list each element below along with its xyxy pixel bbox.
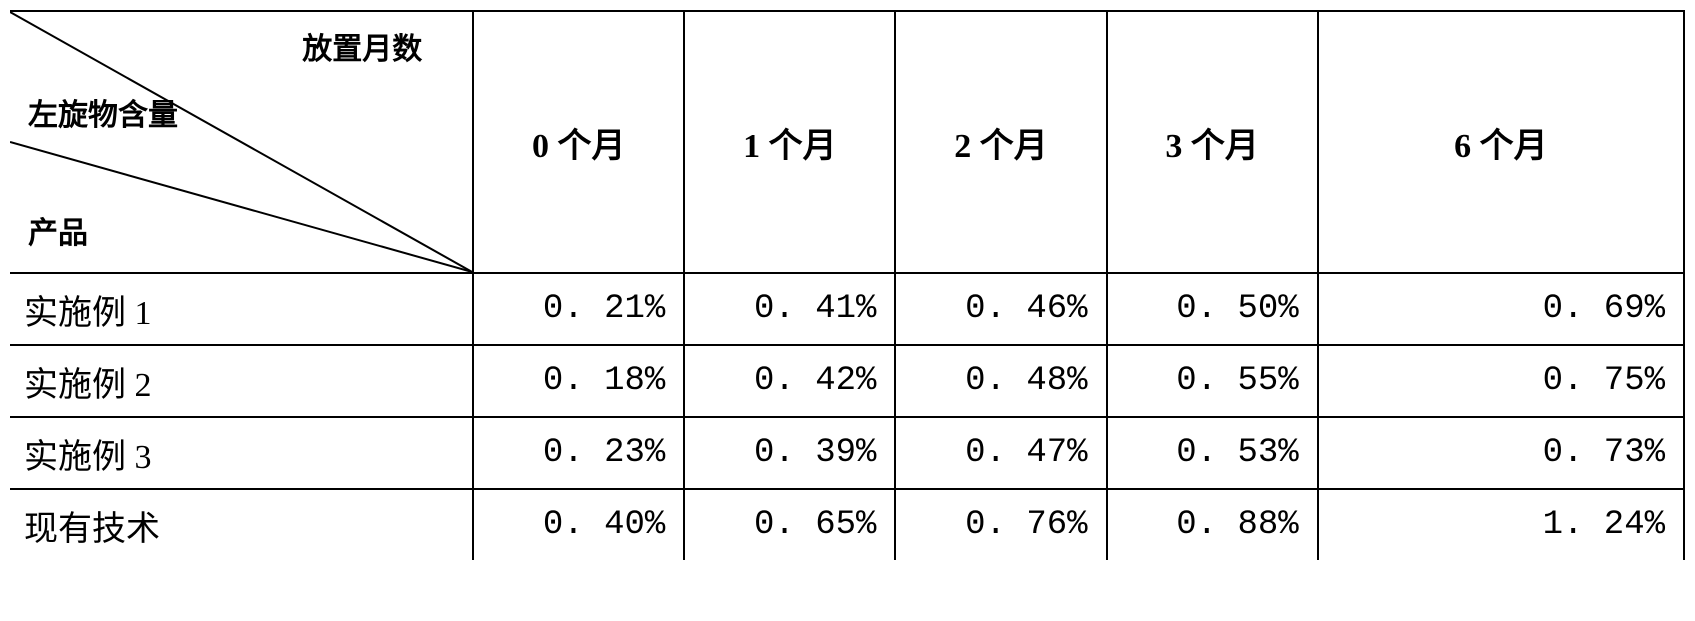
column-header: 2 个月 [895,11,1106,273]
value-cell: 0. 69% [1318,273,1684,345]
value-cell: 0. 47% [895,417,1106,489]
corner-label-product: 产品 [28,208,88,252]
column-header: 3 个月 [1107,11,1318,273]
row-label: 现有技术 [10,489,473,560]
table-row: 现有技术 0. 40% 0. 65% 0. 76% 0. 88% 1. 24% [10,489,1684,560]
value-cell: 0. 75% [1318,345,1684,417]
value-cell: 0. 48% [895,345,1106,417]
corner-header-cell: 放置月数 左旋物含量 产品 [10,11,473,273]
value-cell: 1. 24% [1318,489,1684,560]
value-cell: 0. 46% [895,273,1106,345]
table-row: 实施例 1 0. 21% 0. 41% 0. 46% 0. 50% 0. 69% [10,273,1684,345]
value-cell: 0. 76% [895,489,1106,560]
column-header: 1 个月 [684,11,895,273]
column-header: 6 个月 [1318,11,1684,273]
value-cell: 0. 88% [1107,489,1318,560]
value-cell: 0. 41% [684,273,895,345]
table-row: 实施例 3 0. 23% 0. 39% 0. 47% 0. 53% 0. 73% [10,417,1684,489]
value-cell: 0. 65% [684,489,895,560]
value-cell: 0. 21% [473,273,684,345]
value-cell: 0. 40% [473,489,684,560]
value-cell: 0. 23% [473,417,684,489]
corner-label-content: 左旋物含量 [28,90,178,134]
data-table: 放置月数 左旋物含量 产品 0 个月 1 个月 2 个月 3 个月 6 个月 实… [10,10,1685,560]
table-body: 实施例 1 0. 21% 0. 41% 0. 46% 0. 50% 0. 69%… [10,273,1684,560]
value-cell: 0. 18% [473,345,684,417]
column-header: 0 个月 [473,11,684,273]
value-cell: 0. 53% [1107,417,1318,489]
table-row: 实施例 2 0. 18% 0. 42% 0. 48% 0. 55% 0. 75% [10,345,1684,417]
value-cell: 0. 39% [684,417,895,489]
row-label: 实施例 1 [10,273,473,345]
value-cell: 0. 50% [1107,273,1318,345]
row-label: 实施例 2 [10,345,473,417]
value-cell: 0. 42% [684,345,895,417]
row-label: 实施例 3 [10,417,473,489]
value-cell: 0. 73% [1318,417,1684,489]
header-row: 放置月数 左旋物含量 产品 0 个月 1 个月 2 个月 3 个月 6 个月 [10,11,1684,273]
value-cell: 0. 55% [1107,345,1318,417]
corner-label-months: 放置月数 [302,24,422,68]
